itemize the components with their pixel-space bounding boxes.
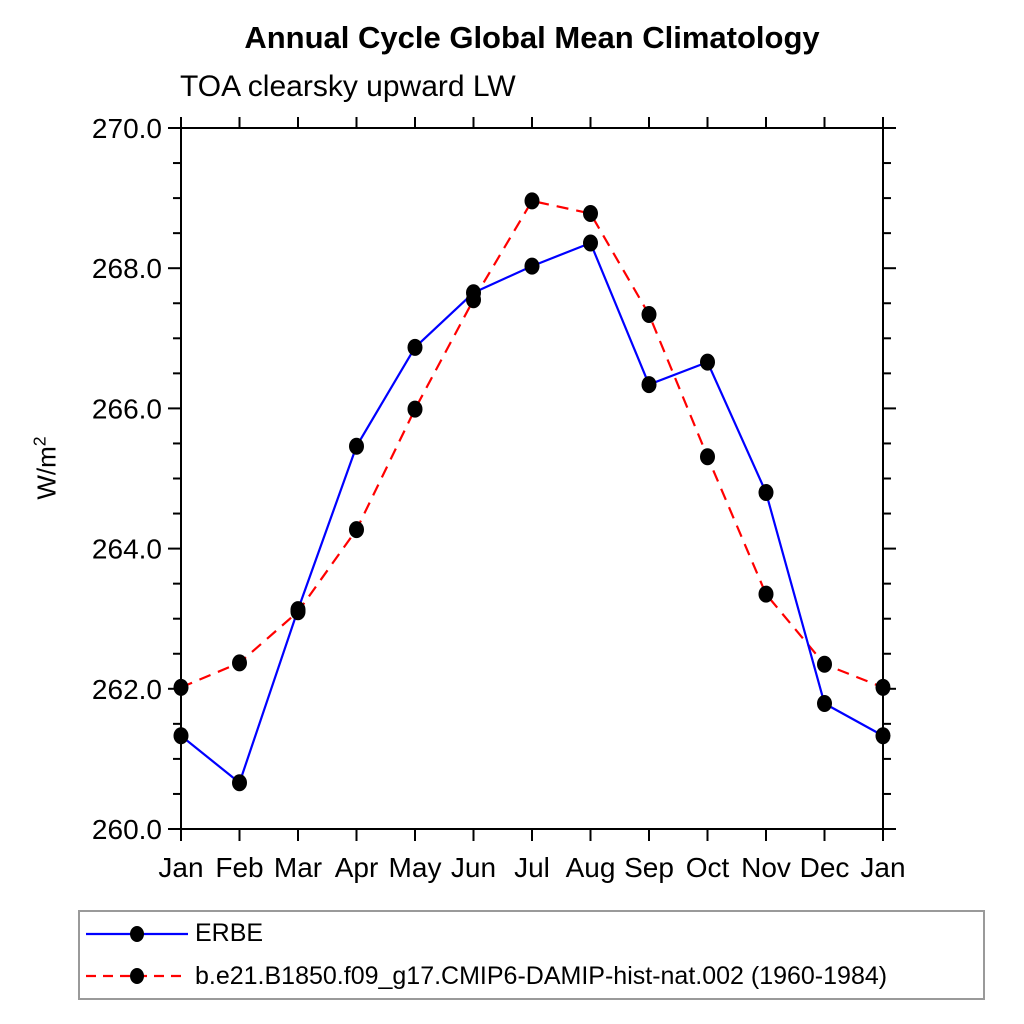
data-point-marker	[875, 727, 891, 745]
x-tick-label: Sep	[624, 852, 674, 883]
data-point-marker	[232, 654, 247, 672]
data-point-marker	[758, 484, 774, 502]
y-tick-label: 260.0	[92, 814, 162, 845]
data-point-marker	[641, 376, 657, 394]
y-tick-label: 264.0	[92, 534, 162, 565]
chart-title: Annual Cycle Global Mean Climatology	[244, 20, 820, 55]
y-tick-label: 262.0	[92, 674, 162, 705]
data-point-marker	[466, 291, 481, 309]
data-point-marker	[173, 678, 189, 696]
x-tick-label: Mar	[274, 852, 322, 883]
data-point-marker	[349, 437, 364, 455]
y-tick-label: 268.0	[92, 253, 162, 284]
legend-box: ERBE b.e21.B1850.f09_g17.CMIP6-DAMIP-his…	[78, 910, 985, 1000]
data-point-marker	[524, 257, 540, 275]
data-point-marker	[173, 727, 189, 745]
data-point-marker	[232, 774, 247, 792]
legend-marker-glyph	[130, 925, 144, 942]
series-line-erbe	[180, 241, 884, 784]
data-point-marker	[583, 205, 598, 223]
data-point-marker	[583, 234, 598, 252]
data-point-marker	[407, 338, 423, 356]
plot-frame	[180, 127, 884, 830]
legend-line-sample-model	[86, 968, 188, 985]
x-tick-label: Jan	[158, 852, 203, 883]
x-tick-label: May	[389, 852, 442, 883]
legend-marker-glyph	[130, 968, 144, 985]
legend-label-model: b.e21.B1850.f09_g17.CMIP6-DAMIP-hist-nat…	[195, 961, 888, 990]
x-tick-label: Jul	[514, 852, 550, 883]
y-tick-label: 270.0	[92, 113, 162, 144]
legend-line-sample-erbe	[86, 925, 188, 942]
x-tick-label: Aug	[566, 852, 616, 883]
data-point-marker	[700, 448, 715, 466]
data-point-marker	[641, 305, 657, 323]
legend-item-erbe: ERBE	[80, 913, 983, 955]
data-point-marker	[349, 521, 364, 539]
x-tick-label: Apr	[335, 852, 379, 883]
data-point-marker	[875, 678, 891, 696]
y-tick-label: 266.0	[92, 393, 162, 424]
chart-subtitle: TOA clearsky upward LW	[180, 70, 516, 103]
data-point-marker	[758, 585, 774, 603]
legend-label-erbe: ERBE	[195, 919, 264, 948]
data-point-marker	[817, 695, 832, 713]
x-tick-label: Jan	[860, 852, 905, 883]
x-tick-label: Feb	[215, 852, 263, 883]
x-tick-label: Jun	[451, 852, 496, 883]
x-tick-label: Nov	[741, 852, 791, 883]
x-tick-label: Dec	[800, 852, 850, 883]
data-point-marker	[290, 603, 306, 621]
data-point-marker	[817, 655, 832, 673]
data-point-marker	[700, 353, 715, 371]
x-tick-label: Oct	[686, 852, 730, 883]
data-point-marker	[407, 400, 423, 418]
legend-item-model: b.e21.B1850.f09_g17.CMIP6-DAMIP-hist-nat…	[80, 955, 983, 997]
data-point-marker	[524, 192, 540, 210]
